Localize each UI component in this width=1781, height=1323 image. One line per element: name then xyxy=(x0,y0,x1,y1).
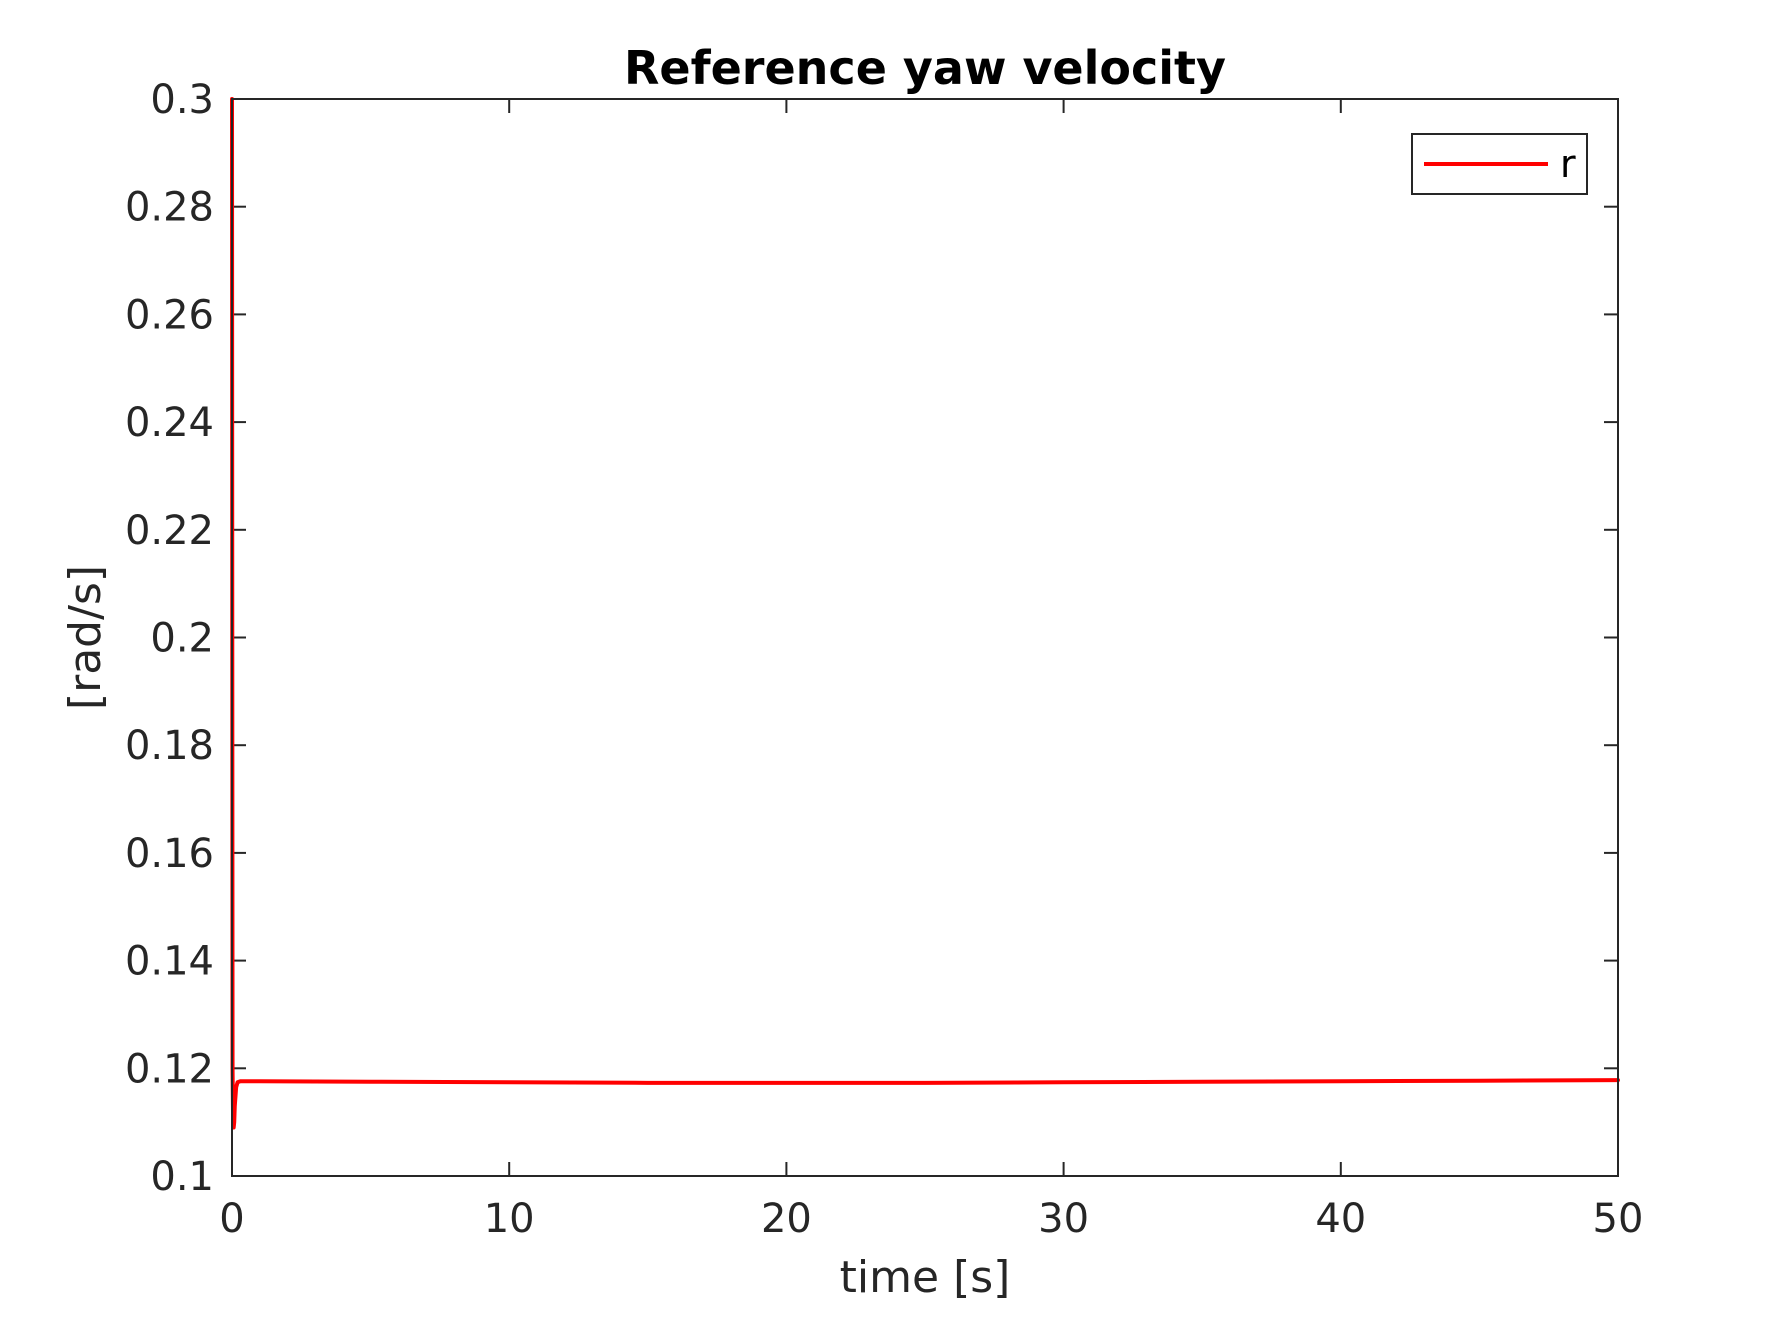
series-layer xyxy=(230,97,1620,1130)
y-tick-label: 0.12 xyxy=(125,1046,214,1092)
y-tick-label: 0.22 xyxy=(125,508,214,554)
y-tick-label: 0.14 xyxy=(125,939,214,985)
y-tick-label: 0.28 xyxy=(125,185,214,231)
tick-labels: 0 10 20 30 40 50 0.1 0.12 0.14 0.16 0.18 0.2 0.22 0.2… xyxy=(125,77,1644,1242)
y-tick-label: 0.24 xyxy=(125,400,214,446)
chart-title: Reference yaw velocity xyxy=(624,41,1226,95)
series-line-r xyxy=(230,97,1620,1130)
plot-area xyxy=(232,99,1618,1176)
axes-box xyxy=(231,98,1619,1177)
x-tick-label: 10 xyxy=(484,1196,535,1242)
y-tick-label: 0.16 xyxy=(125,831,214,877)
x-tick-label: 20 xyxy=(761,1196,812,1242)
y-tick-label: 0.18 xyxy=(125,723,214,769)
y-tick-label: 0.26 xyxy=(125,292,214,338)
y-tick-label: 0.1 xyxy=(150,1154,214,1200)
y-tick-label: 0.2 xyxy=(150,616,214,662)
y-axis-label: [rad/s] xyxy=(60,565,111,710)
x-tick-label: 50 xyxy=(1593,1196,1644,1242)
x-axis-label: time [s] xyxy=(840,1252,1011,1303)
x-tick-label: 30 xyxy=(1038,1196,1089,1242)
x-tick-label: 40 xyxy=(1315,1196,1366,1242)
x-tick-label: 0 xyxy=(219,1196,244,1242)
y-tick-label: 0.3 xyxy=(150,77,214,123)
legend: r xyxy=(1411,133,1588,195)
legend-label-r: r xyxy=(1560,142,1576,186)
